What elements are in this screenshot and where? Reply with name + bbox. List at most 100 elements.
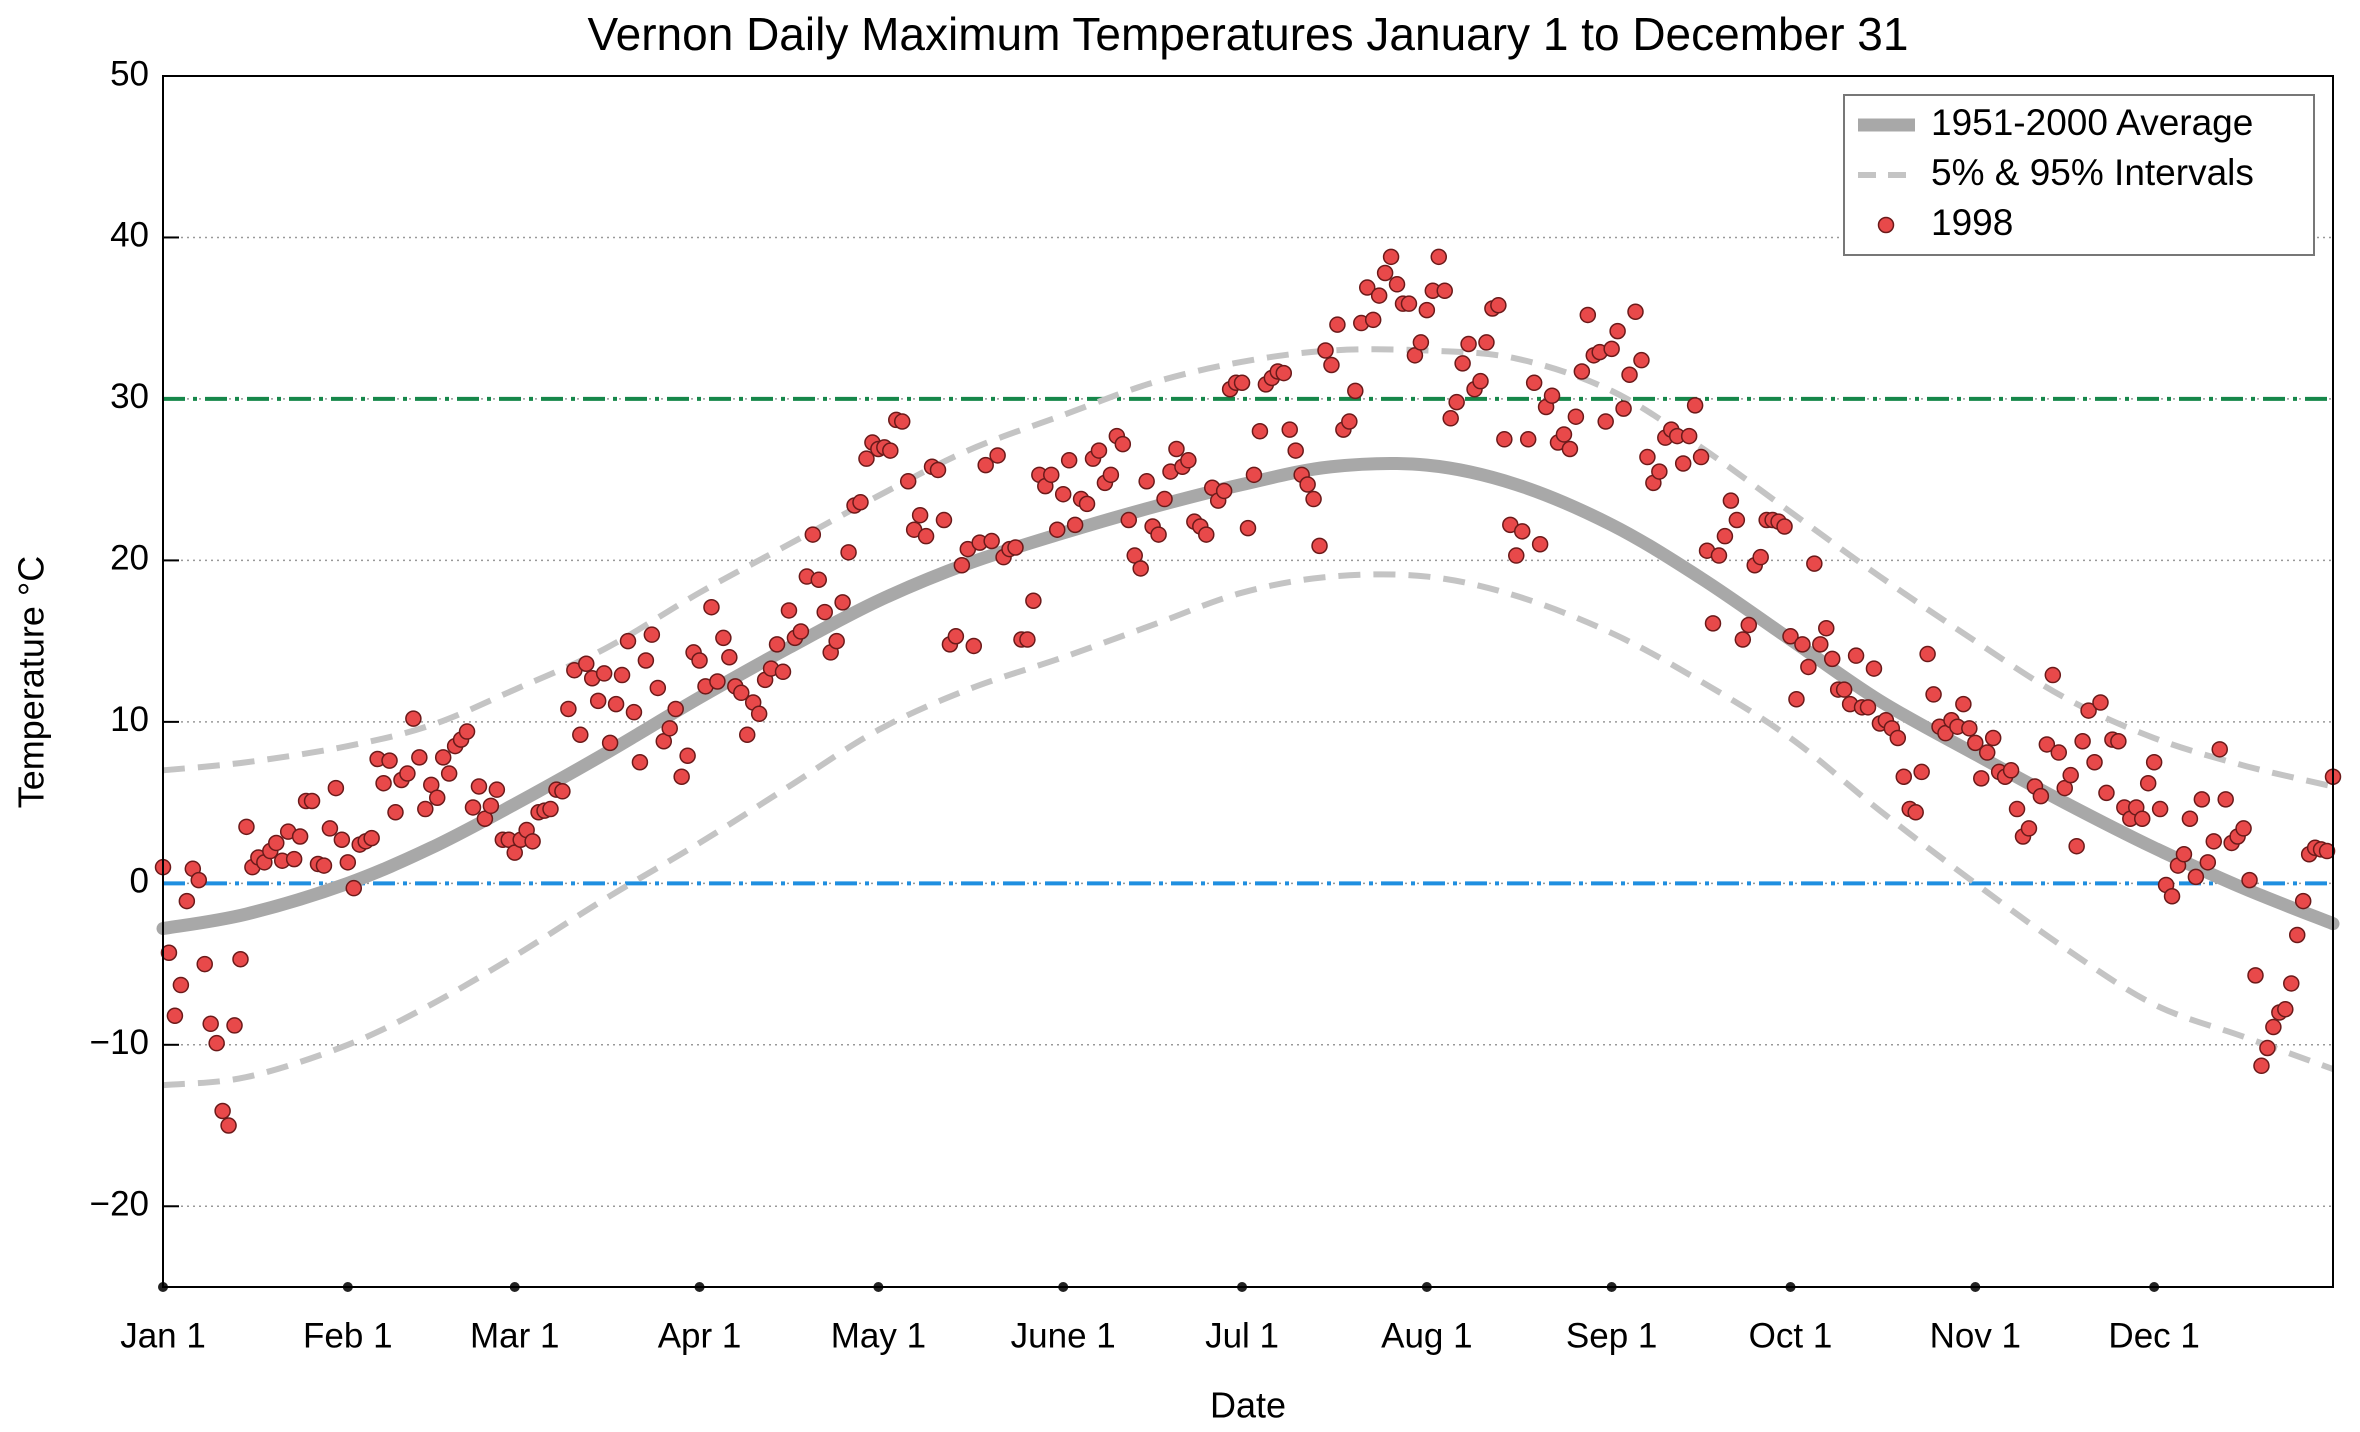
data-point (172, 976, 190, 994)
data-point (2145, 753, 2163, 771)
y-tick-label: 0 (130, 862, 149, 901)
data-point (464, 799, 482, 816)
data-point (947, 628, 965, 645)
data-point (2133, 810, 2151, 827)
data-point (1567, 408, 1585, 425)
data-point (661, 720, 678, 737)
data-point (1794, 636, 1811, 653)
data-point (619, 632, 637, 650)
data-point (1412, 334, 1430, 351)
data-point (1639, 448, 1656, 466)
data-point (1460, 335, 1477, 353)
data-point (2318, 842, 2336, 860)
data-point (1579, 306, 1597, 324)
data-point (2199, 854, 2217, 871)
data-point (488, 781, 506, 798)
data-point (1019, 631, 1036, 648)
y-tick-label: 20 (110, 539, 149, 578)
data-point (858, 450, 875, 467)
data-point (1609, 322, 1626, 340)
data-point (238, 818, 255, 836)
data-point (1156, 490, 1173, 508)
data-point (1299, 476, 1316, 493)
y-tick-label: −10 (90, 1023, 149, 1062)
data-point (2032, 787, 2050, 805)
data-point (285, 850, 303, 868)
data-point (673, 768, 690, 786)
data-point (1287, 442, 1304, 459)
data-point (1370, 287, 1388, 304)
data-point (768, 636, 786, 653)
data-point (1317, 342, 1334, 359)
data-point (1323, 356, 1340, 374)
data-point (1978, 744, 1996, 761)
data-point (1907, 804, 1924, 821)
data-point (1961, 720, 1978, 737)
y-tick-label: 30 (110, 377, 149, 416)
data-point (428, 789, 446, 807)
data-point (733, 684, 750, 702)
data-point (1382, 248, 1400, 266)
data-point (387, 804, 404, 821)
data-point (1054, 485, 1072, 503)
data-point (1442, 410, 1459, 427)
data-point (911, 506, 929, 524)
data-point (893, 413, 911, 430)
data-point (2288, 926, 2306, 944)
data-point (804, 526, 822, 543)
data-point (381, 752, 398, 769)
x-tick-label: Apr 1 (658, 1316, 742, 1355)
data-point (1561, 440, 1579, 458)
y-axis-label: Temperature °C (11, 556, 52, 809)
data-point (1388, 276, 1406, 293)
data-point (679, 747, 696, 765)
data-point (2151, 800, 2169, 818)
data-point (1060, 452, 1078, 469)
data-point (840, 544, 857, 561)
data-point (1835, 681, 1853, 698)
data-point (1967, 734, 1984, 752)
data-point (1436, 282, 1453, 300)
data-point (1692, 448, 1710, 466)
data-point (1812, 636, 1829, 653)
data-point (1138, 473, 1155, 490)
data-point (1889, 729, 1907, 747)
data-point (417, 800, 434, 818)
data-point (2235, 820, 2252, 837)
data-point (1615, 400, 1632, 417)
data-point (2110, 732, 2127, 750)
data-point (1341, 413, 1358, 430)
data-point (792, 623, 810, 640)
data-point (1728, 511, 1746, 529)
data-point (1376, 264, 1394, 282)
plot-frame (162, 75, 2334, 1288)
data-point (1847, 647, 1865, 664)
x-tick-label: Oct 1 (1749, 1316, 1833, 1355)
data-point (595, 665, 613, 682)
data-point (333, 831, 351, 848)
data-point (411, 749, 428, 766)
data-point (2193, 791, 2211, 808)
legend-label: 5% & 95% Intervals (1931, 152, 2254, 193)
legend-label: 1951-2000 Average (1931, 102, 2253, 143)
data-point (774, 663, 792, 681)
data-point (160, 944, 178, 962)
data-point (375, 774, 392, 792)
x-axis-label: Date (1210, 1385, 1286, 1426)
data-point (2020, 820, 2038, 837)
data-point (882, 442, 899, 459)
data-point (2139, 774, 2157, 792)
data-point (1925, 686, 1942, 703)
data-point (202, 1015, 219, 1033)
data-point (196, 955, 213, 973)
data-point (1132, 560, 1149, 577)
data-point (667, 700, 684, 718)
data-point (1674, 455, 1692, 472)
data-point (399, 765, 416, 782)
data-point (828, 632, 845, 650)
data-point (935, 511, 953, 529)
data-point (816, 603, 833, 621)
data-point (1198, 526, 1215, 543)
data-point (1048, 521, 1066, 538)
data-point (1633, 351, 1650, 369)
